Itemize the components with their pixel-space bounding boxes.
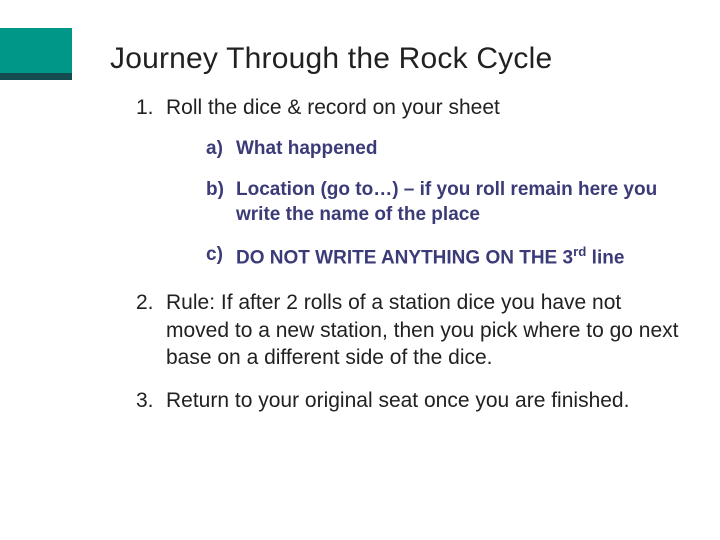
sub-marker: c) xyxy=(206,243,236,271)
accent-bar-bottom xyxy=(0,73,72,80)
list-text: Roll the dice & record on your sheet xyxy=(166,94,690,121)
list-marker: 3. xyxy=(136,387,166,414)
list-text: Rule: If after 2 rolls of a station dice… xyxy=(166,289,690,371)
list-item: 2. Rule: If after 2 rolls of a station d… xyxy=(136,289,690,371)
sub-list-item: b) Location (go to…) – if you roll remai… xyxy=(206,178,690,227)
sub-text: What happened xyxy=(236,137,690,162)
accent-bar xyxy=(0,28,72,80)
slide-content: Journey Through the Rock Cycle 1. Roll t… xyxy=(110,42,690,431)
sub-marker: b) xyxy=(206,178,236,227)
sub-text-suffix: line xyxy=(586,248,624,269)
sub-text-prefix: DO NOT WRITE ANYTHING ON THE 3 xyxy=(236,248,573,269)
sub-text: Location (go to…) – if you roll remain h… xyxy=(236,178,690,227)
list-marker: 1. xyxy=(136,94,166,121)
accent-bar-top xyxy=(0,28,72,73)
sub-marker: a) xyxy=(206,137,236,162)
slide-title: Journey Through the Rock Cycle xyxy=(110,42,690,76)
sub-list: a) What happened b) Location (go to…) – … xyxy=(136,137,690,271)
sub-text: DO NOT WRITE ANYTHING ON THE 3rd line xyxy=(236,243,690,271)
sub-list-item: a) What happened xyxy=(206,137,690,162)
list-text: Return to your original seat once you ar… xyxy=(166,387,690,414)
sub-list-item: c) DO NOT WRITE ANYTHING ON THE 3rd line xyxy=(206,243,690,271)
list-marker: 2. xyxy=(136,289,166,371)
list-item: 1. Roll the dice & record on your sheet xyxy=(136,94,690,121)
main-list: 1. Roll the dice & record on your sheet … xyxy=(110,94,690,415)
list-item: 3. Return to your original seat once you… xyxy=(136,387,690,414)
superscript: rd xyxy=(573,244,586,259)
